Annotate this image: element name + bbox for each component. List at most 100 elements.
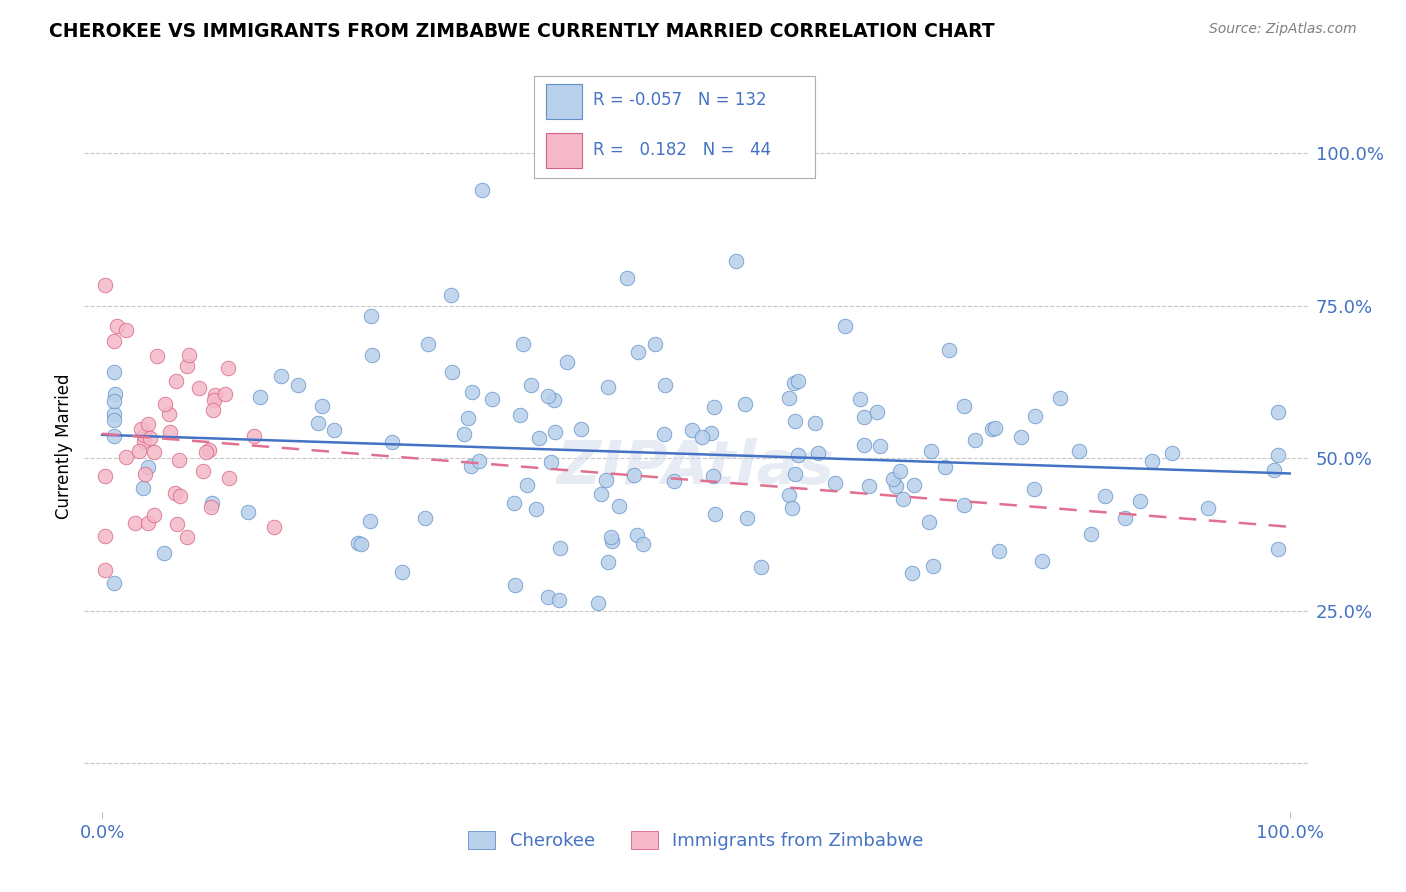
Point [785, 467, 807, 482]
Text: ZIPAtlas: ZIPAtlas [557, 439, 835, 498]
Point [524, 501, 547, 516]
Point [453, 426, 475, 441]
Point [884, 478, 907, 492]
Point [249, 391, 271, 405]
Point [807, 446, 830, 460]
Point [105, 319, 128, 334]
Point [134, 467, 156, 481]
Point [1160, 446, 1182, 460]
Point [347, 536, 370, 550]
Point [391, 566, 413, 580]
Point [188, 380, 211, 394]
Point [616, 271, 638, 285]
Point [824, 475, 846, 490]
FancyBboxPatch shape [546, 133, 582, 168]
Point [468, 454, 491, 468]
Point [138, 431, 160, 445]
Point [849, 392, 872, 407]
Point [177, 348, 200, 362]
Point [381, 434, 404, 449]
Point [115, 450, 138, 465]
Point [548, 541, 571, 555]
Point [93, 528, 115, 542]
Point [1129, 494, 1152, 508]
Point [236, 505, 259, 519]
Point [1263, 463, 1285, 477]
Point [204, 388, 226, 402]
Point [471, 183, 494, 197]
Point [502, 496, 524, 510]
Text: R = -0.057   N = 132: R = -0.057 N = 132 [593, 92, 766, 110]
Point [783, 376, 806, 391]
Point [104, 387, 127, 401]
Text: R =   0.182   N =   44: R = 0.182 N = 44 [593, 141, 772, 159]
Point [103, 407, 125, 421]
Point [631, 536, 654, 550]
Point [690, 430, 713, 444]
Point [735, 511, 758, 525]
Point [1010, 430, 1032, 444]
Point [595, 473, 617, 487]
Point [307, 416, 329, 430]
Point [882, 472, 904, 486]
Point [804, 417, 827, 431]
Point [103, 412, 125, 426]
Point [93, 563, 115, 577]
Point [103, 575, 125, 590]
Point [938, 343, 960, 357]
Point [512, 337, 534, 351]
Point [1142, 454, 1164, 468]
Point [134, 434, 156, 449]
Point [143, 445, 166, 459]
Point [662, 474, 685, 488]
Point [165, 486, 187, 500]
Point [350, 537, 373, 551]
Point [103, 365, 125, 379]
Point [934, 460, 956, 475]
Point [591, 487, 613, 501]
Point [900, 566, 922, 580]
Point [481, 392, 503, 407]
Point [124, 516, 146, 530]
Point [218, 470, 240, 484]
Point [903, 478, 925, 492]
Point [787, 448, 810, 462]
Point [153, 546, 176, 560]
Point [1067, 443, 1090, 458]
Point [413, 510, 436, 524]
Point [457, 411, 479, 425]
Point [138, 417, 160, 432]
Point [287, 378, 309, 392]
Point [1024, 482, 1046, 496]
Point [200, 500, 222, 514]
Point [94, 468, 117, 483]
Point [543, 392, 565, 407]
Point [243, 429, 266, 443]
Point [644, 337, 666, 351]
Point [1094, 489, 1116, 503]
Point [1031, 554, 1053, 568]
Point [918, 515, 941, 529]
Point [416, 336, 439, 351]
Point [963, 434, 986, 448]
Point [734, 397, 756, 411]
Text: Source: ZipAtlas.com: Source: ZipAtlas.com [1209, 22, 1357, 37]
Point [537, 389, 560, 403]
Point [952, 498, 974, 512]
Point [602, 534, 624, 549]
Point [132, 482, 155, 496]
Point [361, 348, 384, 362]
Point [311, 399, 333, 413]
Point [586, 596, 609, 610]
Text: CHEROKEE VS IMMIGRANTS FROM ZIMBABWE CURRENTLY MARRIED CORRELATION CHART: CHEROKEE VS IMMIGRANTS FROM ZIMBABWE CUR… [49, 22, 995, 41]
Point [529, 431, 551, 445]
Point [889, 464, 911, 478]
Point [169, 489, 191, 503]
Point [749, 560, 772, 574]
Point [136, 516, 159, 530]
Point [1267, 404, 1289, 418]
Point [700, 426, 723, 441]
Point [143, 508, 166, 522]
Point [598, 380, 620, 394]
Point [103, 334, 125, 349]
